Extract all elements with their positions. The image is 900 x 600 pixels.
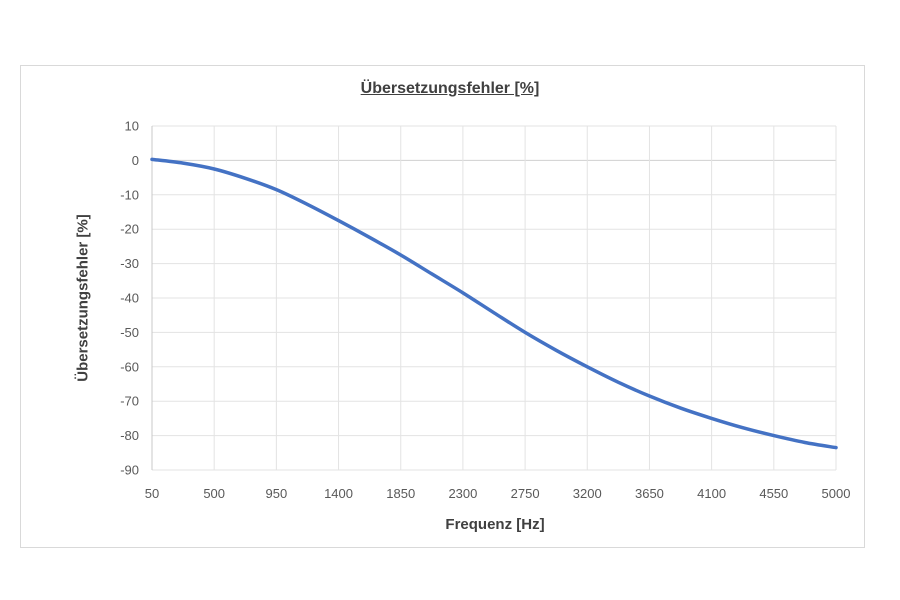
x-tick-label: 1850 (386, 486, 415, 501)
y-tick-label: -90 (120, 463, 139, 478)
y-tick-label: -80 (120, 428, 139, 443)
y-tick-label: 10 (125, 119, 139, 134)
y-axis-ticks: 10 0 -10 -20 -30 -40 -50 -60 -70 -80 -90 (120, 119, 139, 478)
x-axis-label: Frequenz [Hz] (445, 516, 545, 533)
x-tick-label: 3650 (635, 486, 664, 501)
x-tick-label: 2300 (448, 486, 477, 501)
x-tick-label: 50 (145, 486, 159, 501)
y-tick-label: -50 (120, 325, 139, 340)
x-tick-label: 1400 (324, 486, 353, 501)
chart-frame (20, 65, 865, 548)
y-tick-label: -30 (120, 256, 139, 271)
y-tick-label: -70 (120, 394, 139, 409)
data-series-line (150, 157, 838, 450)
x-tick-label: 2750 (511, 486, 540, 501)
x-axis-ticks: 50 500 950 1400 1850 2300 2750 3200 3650 4100 4550… (145, 486, 851, 501)
gridlines (151, 125, 837, 471)
chart-title: Übersetzungsfehler [%] (360, 80, 540, 97)
x-tick-label: 4550 (759, 486, 788, 501)
y-tick-label: -40 (120, 291, 139, 306)
x-tick-label: 500 (203, 486, 225, 501)
x-tick-label: 950 (266, 486, 288, 501)
y-tick-label: -60 (120, 359, 139, 374)
x-tick-label: 5000 (822, 486, 851, 501)
y-tick-label: 0 (132, 153, 139, 168)
x-tick-label: 3200 (573, 486, 602, 501)
y-tick-label: -20 (120, 222, 139, 237)
x-tick-label: 4100 (697, 486, 726, 501)
y-tick-label: -10 (120, 187, 139, 202)
